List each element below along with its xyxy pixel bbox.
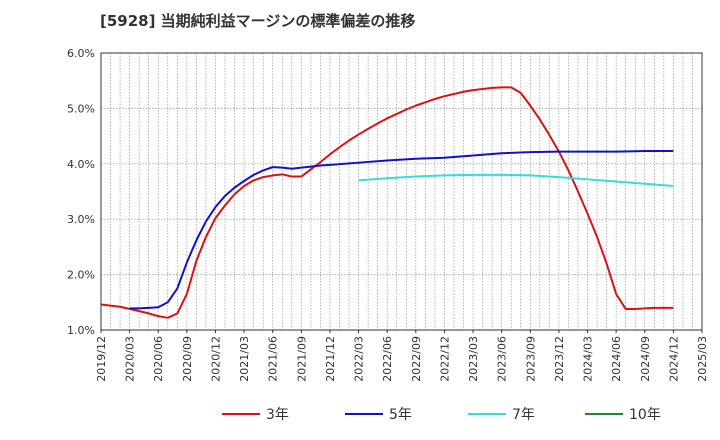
x-tick-label: 2023/12 <box>553 336 566 382</box>
series-line-5年 <box>129 150 674 310</box>
x-tick-label: 2021/03 <box>238 336 251 382</box>
x-tick-label: 2020/06 <box>152 336 165 382</box>
x-tick-label: 2023/06 <box>496 336 509 382</box>
y-tick-label: 5.0% <box>67 102 95 115</box>
x-tick-label: 2025/03 <box>696 336 709 382</box>
x-tick-label: 2022/12 <box>438 336 451 382</box>
x-tick-label: 2019/12 <box>95 336 108 382</box>
y-tick-label: 2.0% <box>67 269 95 282</box>
legend-label-5年: 5年 <box>389 407 412 423</box>
x-tick-label: 2023/09 <box>524 336 537 382</box>
x-tick-label: 2022/06 <box>381 336 394 382</box>
axis-layer: 1.0% 2.0% 3.0% 4.0% 5.0% 6.0% 2019/12 2020/03 20… <box>67 47 709 382</box>
x-tick-label: 2020/12 <box>209 336 222 382</box>
x-tick-label: 2024/12 <box>667 336 680 382</box>
x-tick-label: 2024/03 <box>582 336 595 382</box>
legend-label-7年: 7年 <box>512 407 535 423</box>
x-tick-label: 2022/09 <box>410 336 423 382</box>
series-line-7年 <box>358 173 674 187</box>
grid-layer <box>101 53 702 330</box>
y-tick-label: 6.0% <box>67 47 95 60</box>
legend: 3年 5年 7年 10年 <box>222 407 661 423</box>
legend-label-10年: 10年 <box>629 407 661 423</box>
y-tick-label: 4.0% <box>67 158 95 171</box>
y-tick-label: 1.0% <box>67 324 95 337</box>
series-line-3年 <box>100 86 674 319</box>
x-tick-label: 2021/12 <box>324 336 337 382</box>
series-layer <box>100 86 674 319</box>
x-tick-label: 2021/09 <box>295 336 308 382</box>
legend-label-3年: 3年 <box>266 407 289 423</box>
plot-frame <box>100 52 703 331</box>
chart-title: [5928] 当期純利益マージンの標準偏差の推移 <box>100 12 416 30</box>
x-tick-label: 2022/03 <box>353 336 366 382</box>
y-tick-label: 3.0% <box>67 213 95 226</box>
x-tick-label: 2024/06 <box>610 336 623 382</box>
x-tick-label: 2020/09 <box>181 336 194 382</box>
x-tick-label: 2020/03 <box>124 336 137 382</box>
x-tick-label: 2023/03 <box>467 336 480 382</box>
x-tick-label: 2021/06 <box>267 336 280 382</box>
x-tick-label: 2024/09 <box>639 336 652 382</box>
